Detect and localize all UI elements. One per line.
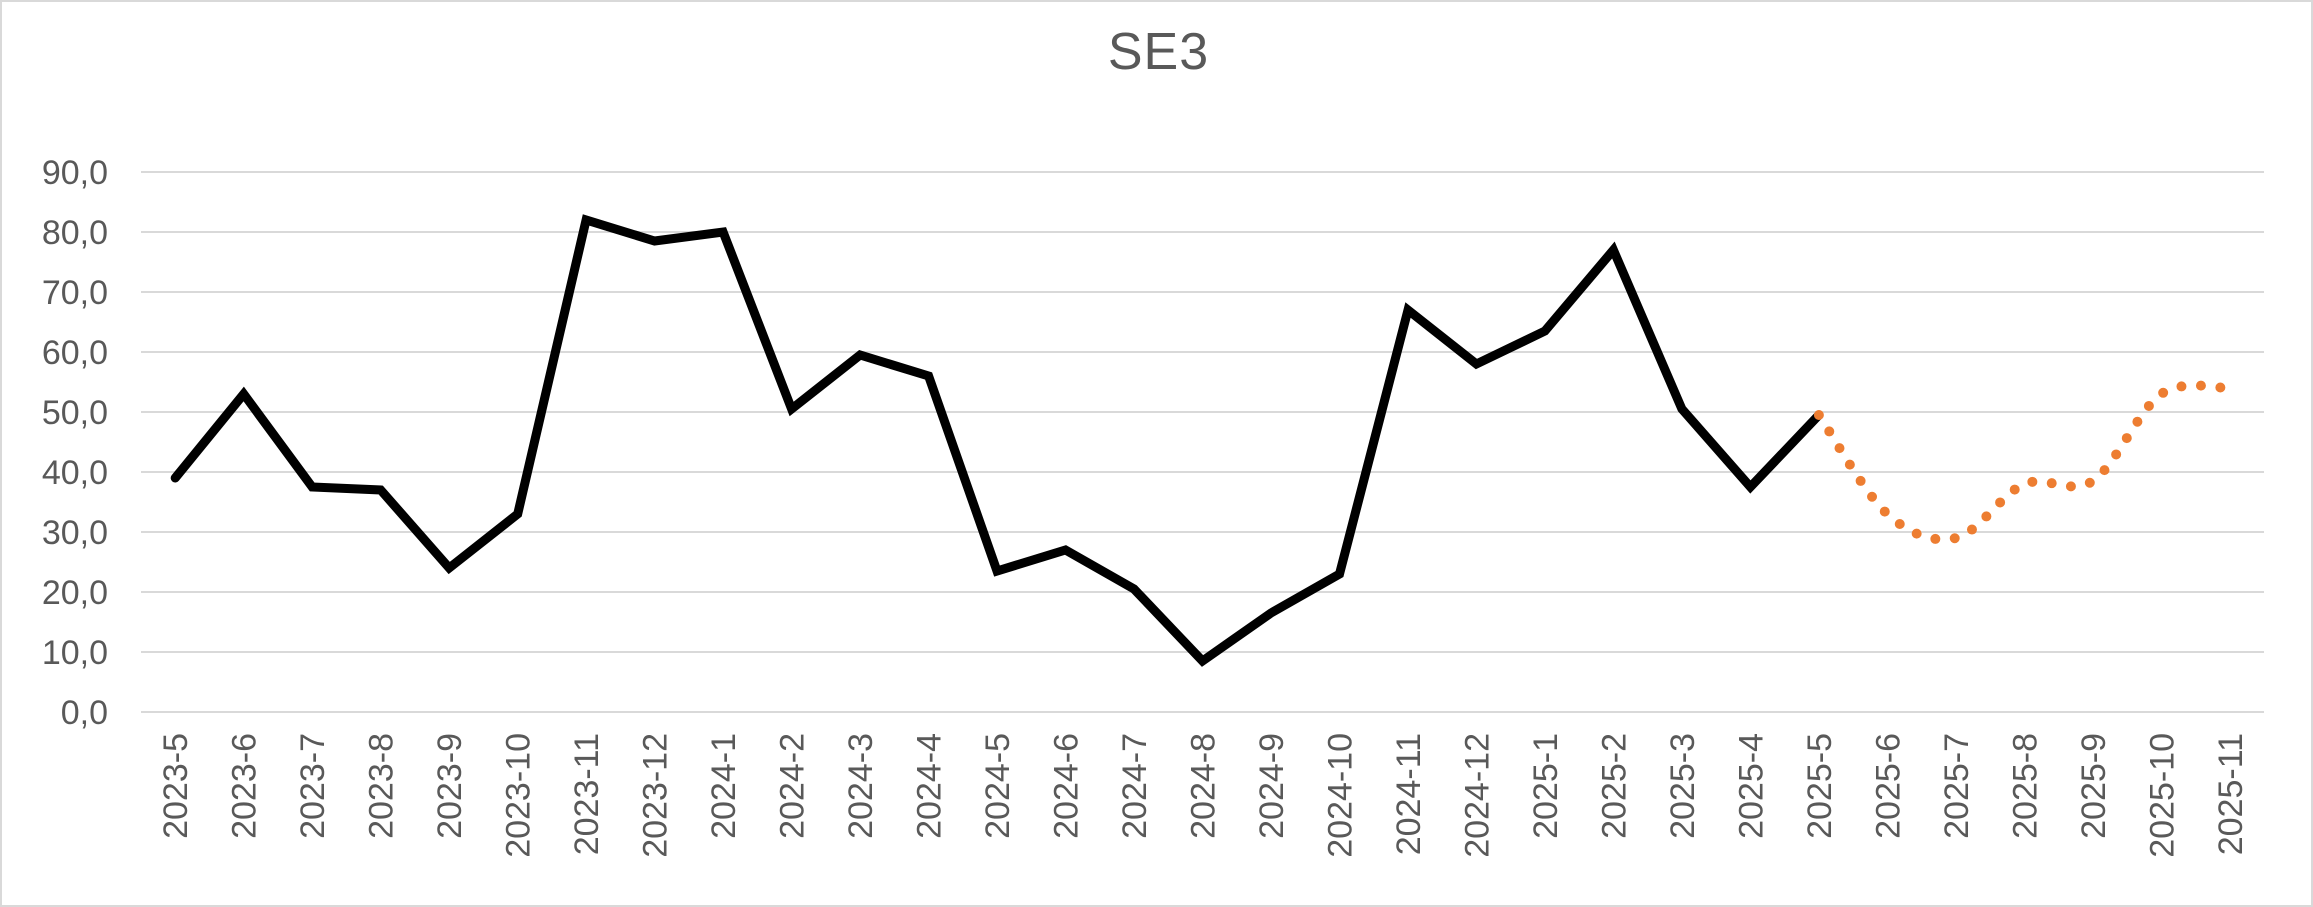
- y-axis-label: 50,0: [42, 394, 108, 432]
- x-axis-label: 2023-5: [157, 733, 195, 839]
- x-axis-label: 2024-8: [1185, 733, 1223, 839]
- x-axis-label: 2025-9: [2075, 733, 2113, 839]
- x-axis-label: 2025-6: [1869, 733, 1907, 839]
- y-axis-label: 30,0: [42, 514, 108, 552]
- x-axis-label: 2024-6: [1048, 733, 1086, 839]
- y-axis-label: 20,0: [42, 574, 108, 612]
- x-axis-label: 2024-5: [979, 733, 1017, 839]
- x-axis-label: 2024-11: [1390, 733, 1428, 855]
- x-axis-label: 2025-5: [1801, 733, 1839, 839]
- x-axis-label: 2024-2: [774, 733, 812, 839]
- x-axis-label: 2025-8: [2006, 733, 2044, 839]
- x-axis-label: 2023-12: [637, 733, 675, 858]
- x-axis-label: 2025-11: [2212, 733, 2250, 855]
- x-axis-label: 2024-4: [911, 733, 949, 839]
- x-axis-label: 2025-2: [1595, 733, 1633, 839]
- x-axis-label: 2023-10: [500, 733, 538, 858]
- x-axis-label: 2025-4: [1732, 733, 1770, 839]
- x-axis-label: 2024-10: [1322, 733, 1360, 858]
- x-axis-label: 2024-1: [705, 733, 743, 839]
- x-axis-label: 2023-7: [294, 733, 332, 839]
- x-axis-label: 2024-7: [1116, 733, 1154, 839]
- x-axis-label: 2025-3: [1664, 733, 1702, 839]
- x-axis-label: 2024-12: [1458, 733, 1496, 858]
- y-axis-label: 40,0: [42, 454, 108, 492]
- y-axis-label: 90,0: [42, 154, 108, 192]
- y-axis-label: 10,0: [42, 634, 108, 672]
- y-axis-label: 80,0: [42, 214, 108, 252]
- x-axis-label: 2024-3: [842, 733, 880, 839]
- y-axis-label: 60,0: [42, 334, 108, 372]
- x-axis-label: 2025-1: [1527, 733, 1565, 839]
- x-axis-label: 2023-6: [226, 733, 264, 839]
- y-axis-label: 0,0: [61, 694, 108, 732]
- y-axis-label: 70,0: [42, 274, 108, 312]
- x-axis-label: 2023-9: [431, 733, 469, 839]
- historical-series-line: [170, 214, 1824, 667]
- x-axis-label: 2025-10: [2143, 733, 2181, 858]
- x-axis-label: 2023-8: [363, 733, 401, 839]
- chart-title: SE3: [1107, 23, 1210, 81]
- x-axis-label: 2024-9: [1253, 733, 1291, 839]
- x-axis-label: 2023-11: [568, 733, 606, 855]
- x-axis-label: 2025-7: [1938, 733, 1976, 839]
- forecast-series-line: [1813, 380, 2235, 545]
